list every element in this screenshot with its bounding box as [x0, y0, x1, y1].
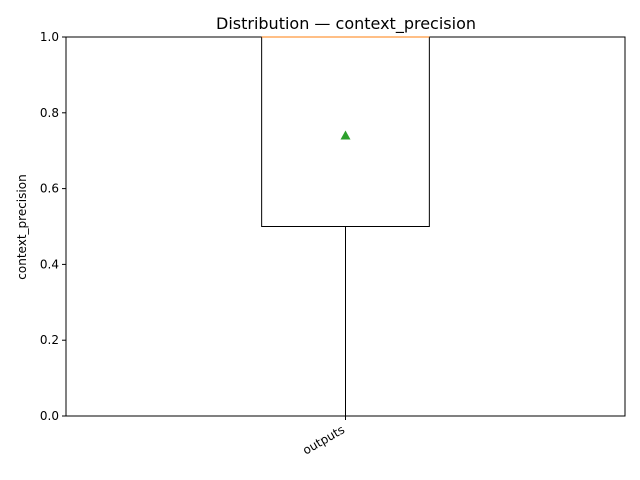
y-tick-label: 1.0: [40, 30, 59, 44]
y-axis-ticks: 0.0 0.2 0.4 0.6 0.8 1.0: [40, 30, 66, 423]
y-tick-label: 0.0: [40, 409, 59, 423]
y-tick-label: 0.8: [40, 106, 59, 120]
chart-title: Distribution — context_precision: [216, 14, 476, 34]
y-tick-label: 0.6: [40, 182, 59, 196]
box-outputs: [261, 36, 430, 417]
mean-marker: [340, 130, 351, 140]
x-axis-ticks: outputs: [300, 416, 347, 458]
y-tick-label: 0.2: [40, 333, 59, 347]
y-tick-label: 0.4: [40, 257, 59, 271]
y-axis-label: context_precision: [15, 174, 29, 279]
box-series: [261, 36, 430, 417]
x-tick-label: outputs: [300, 422, 347, 457]
